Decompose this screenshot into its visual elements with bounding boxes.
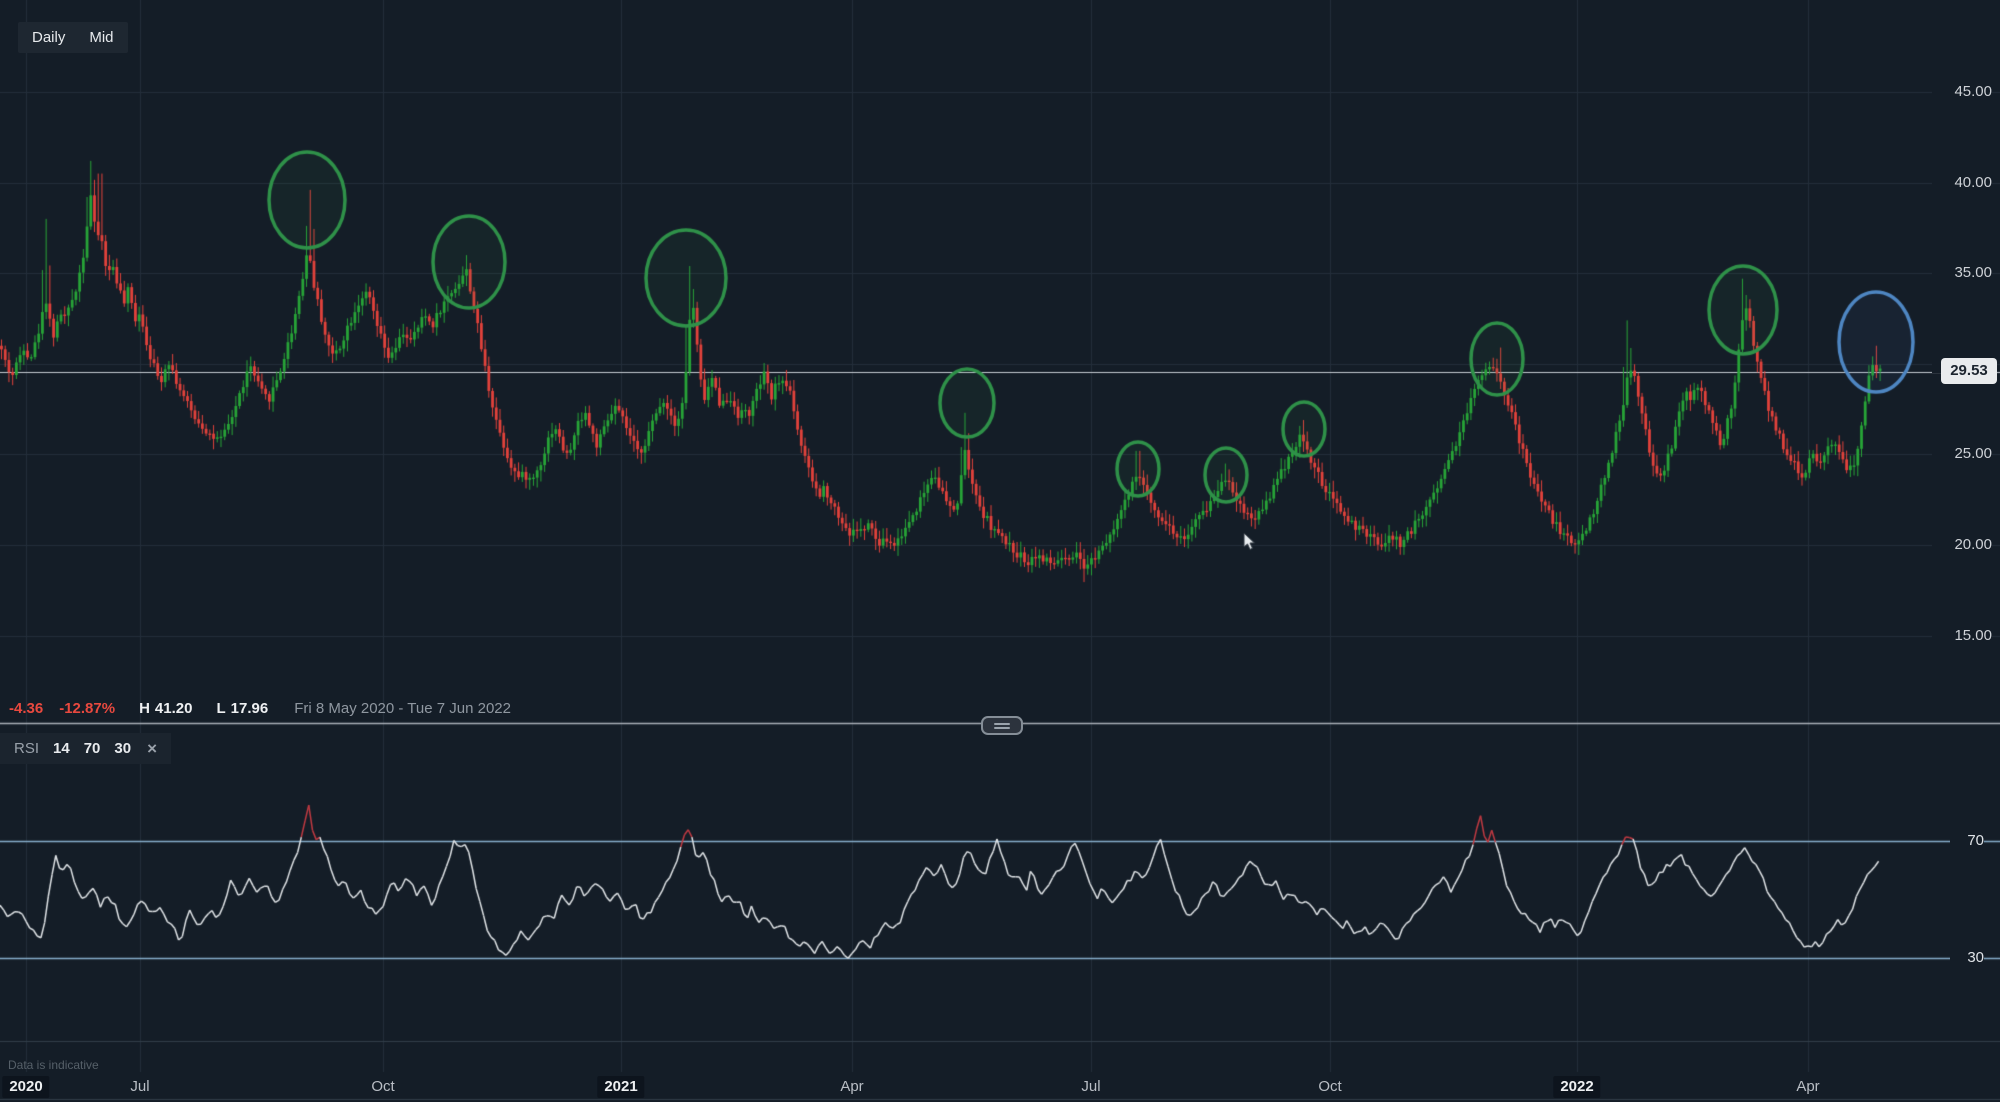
pane-divider-handle[interactable] [981, 716, 1023, 735]
timeframe-button[interactable]: Daily [32, 29, 66, 46]
high-value: H 41.20 [139, 699, 193, 717]
last-price-badge: 29.53 [1941, 358, 1997, 384]
rsi-close-icon[interactable]: × [147, 739, 158, 758]
rsi-label: RSI [14, 740, 40, 757]
time-axis-label: 2020 [2, 1076, 50, 1098]
low-value: L 17.96 [216, 699, 269, 717]
date-range: Fri 8 May 2020 - Tue 7 Jun 2022 [294, 699, 511, 717]
rsi-indicator-header[interactable]: RSI 14 70 30 × [0, 733, 172, 764]
time-axis-label: 2022 [1553, 1076, 1601, 1098]
time-axis-label: Oct [371, 1078, 395, 1095]
rsi-band-label: 30 [1950, 949, 1984, 967]
time-axis-label: 2021 [597, 1076, 645, 1098]
price-type-button[interactable]: Mid [89, 29, 114, 46]
price-tick-label: 45.00 [1932, 83, 1992, 101]
price-tick-label: 25.00 [1932, 445, 1992, 464]
time-axis[interactable]: 2020 Jul Oct 2021 Apr Jul Oct 2022 Apr [0, 1041, 2000, 1102]
change-value: -4.36 [9, 699, 44, 717]
change-percent: -12.87% [59, 699, 116, 717]
price-tick-label: 40.00 [1932, 173, 1992, 192]
time-axis-label: Jul [130, 1078, 150, 1095]
rsi-lower-setting: 30 [114, 740, 132, 757]
price-tick-label: 15.00 [1932, 626, 1992, 645]
time-axis-label: Oct [1318, 1078, 1342, 1095]
chart-toolbar: Daily Mid [18, 22, 128, 53]
price-tick-label: 35.00 [1932, 264, 1992, 283]
rsi-upper-setting: 70 [83, 740, 101, 757]
rsi-band-label: 70 [1950, 832, 1984, 850]
time-axis-label: Apr [840, 1078, 864, 1095]
price-tick-label: 20.00 [1932, 536, 1992, 555]
data-indicative-note: Data is indicative [8, 1058, 99, 1072]
rsi-period: 14 [53, 740, 70, 757]
status-bar: -4.36 -12.87% H 41.20 L 17.96 Fri 8 May 20… [9, 699, 511, 717]
time-axis-label: Jul [1081, 1078, 1101, 1095]
time-axis-label: Apr [1796, 1078, 1820, 1095]
